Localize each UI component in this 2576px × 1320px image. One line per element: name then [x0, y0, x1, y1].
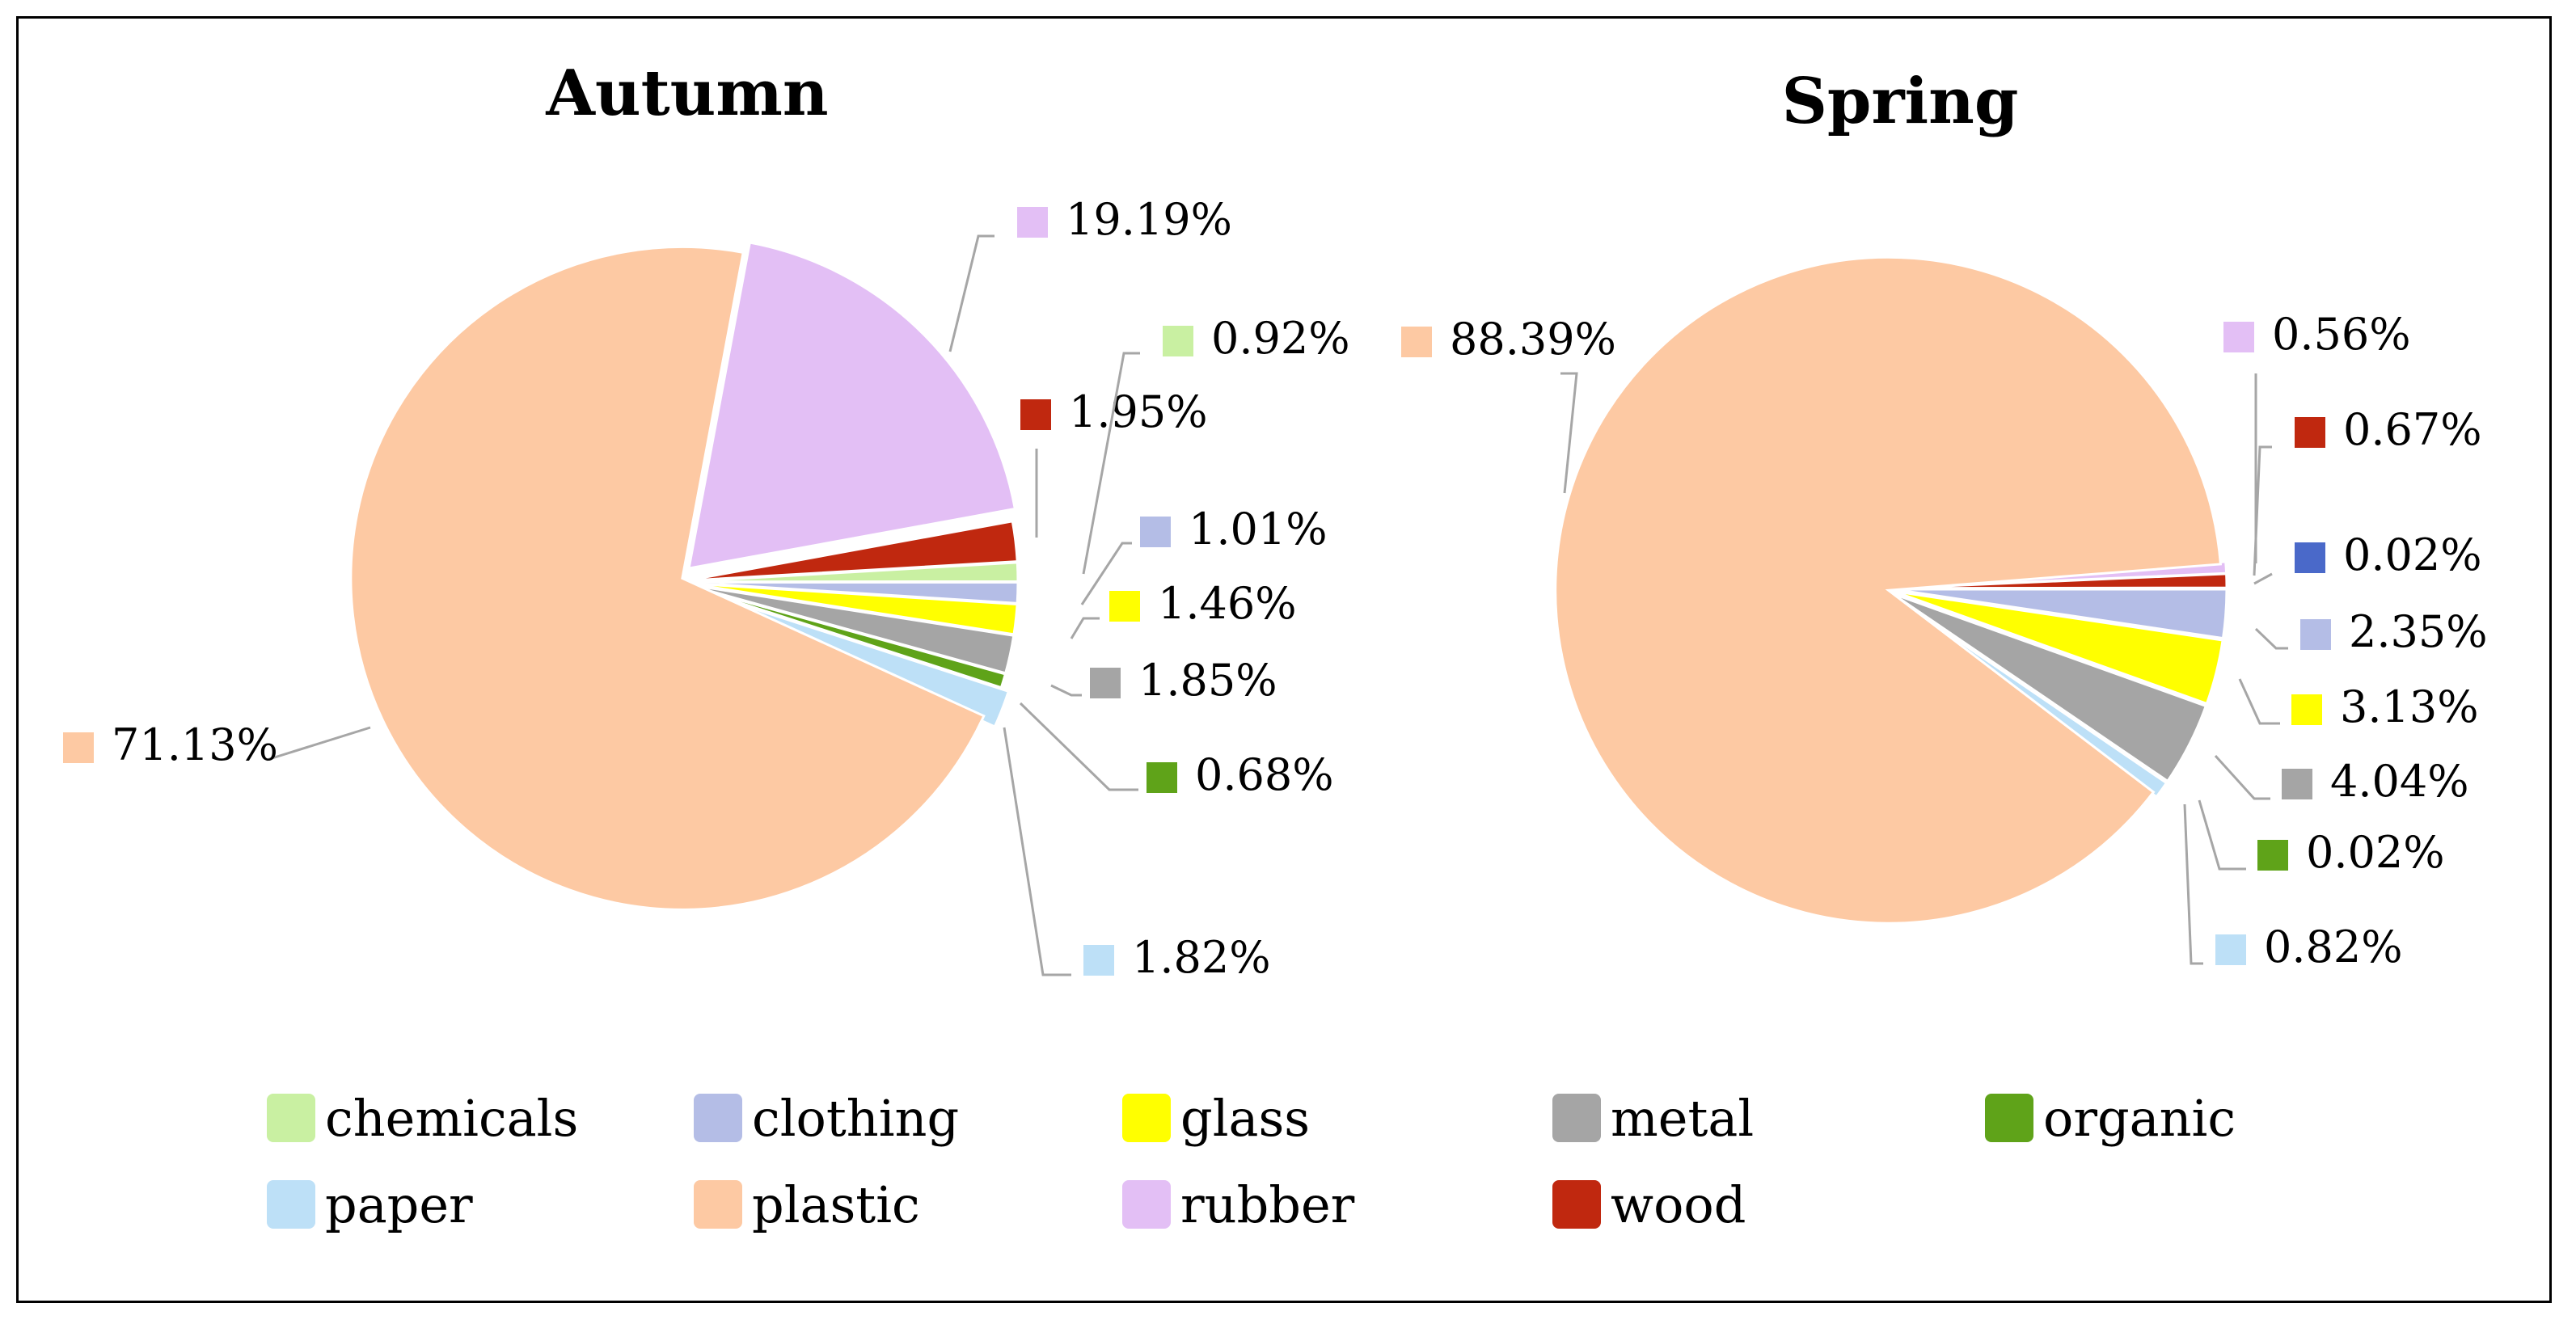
- data-label-paper: 1.82%: [1132, 932, 1271, 983]
- legend-swatch-metal: [1552, 1094, 1601, 1142]
- pie-slice-glass: [1893, 589, 2224, 706]
- legend-label-plastic: plastic: [752, 1175, 920, 1234]
- legend-swatch-plastic: [694, 1180, 742, 1229]
- pie-slice-organic: [685, 584, 1007, 690]
- leader-line-unknown-blue: [2253, 572, 2273, 585]
- label-key-clothing: [2300, 619, 2331, 650]
- pie-slice-clothing: [1893, 588, 2228, 640]
- spring-title: Spring: [1782, 65, 2019, 138]
- leader-line-plastic: [266, 726, 371, 761]
- data-label-metal: 1.85%: [1138, 655, 1277, 706]
- label-key-plastic: [63, 732, 94, 763]
- data-label-glass: 3.13%: [2340, 681, 2479, 732]
- label-key-chemicals: [1163, 326, 1193, 356]
- legend: chemicals clothing glass metal organic paper p…: [267, 1089, 2236, 1234]
- label-key-unknown-blue: [2295, 542, 2325, 573]
- leader-line-paper: [2183, 803, 2203, 965]
- data-label-glass: 1.46%: [1158, 578, 1297, 629]
- label-key-organic: [1147, 762, 1177, 793]
- label-key-glass: [1109, 591, 1140, 622]
- leader-line-glass: [1070, 617, 1100, 639]
- legend-label-rubber: rubber: [1180, 1175, 1355, 1234]
- data-label-wood: 1.95%: [1069, 386, 1208, 437]
- leader-line-metal: [1050, 684, 1082, 697]
- label-key-rubber: [2223, 322, 2254, 352]
- autumn-title: Autumn: [545, 57, 828, 130]
- data-label-clothing: 1.01%: [1189, 504, 1328, 555]
- data-label-metal: 4.04%: [2330, 756, 2469, 807]
- data-label-clothing: 2.35%: [2349, 606, 2488, 657]
- data-label-wood: 0.67%: [2343, 404, 2482, 455]
- data-label-plastic: 88.39%: [1450, 314, 1616, 365]
- pie-slice-plastic: [349, 245, 986, 911]
- label-key-plastic: [1401, 327, 1432, 357]
- leader-line-clothing: [1080, 542, 1132, 605]
- label-key-organic: [2257, 840, 2288, 871]
- pie-slice-plastic: [1554, 255, 2223, 925]
- legend-swatch-glass: [1122, 1094, 1171, 1142]
- legend-swatch-chemicals: [267, 1094, 315, 1142]
- label-key-paper: [2215, 934, 2246, 965]
- pie-slice-rubber: [687, 241, 1017, 570]
- leader-line-clothing: [2254, 627, 2288, 650]
- label-key-metal: [2282, 769, 2312, 799]
- legend-label-metal: metal: [1611, 1089, 1754, 1148]
- legend-label-paper: paper: [325, 1175, 473, 1234]
- legend-swatch-paper: [267, 1180, 315, 1229]
- pie-slice-metal: [1891, 592, 2208, 783]
- label-key-wood: [1020, 399, 1051, 430]
- data-label-rubber: 19.19%: [1066, 194, 1232, 245]
- data-label-unknown-blue: 0.02%: [2343, 529, 2482, 580]
- label-key-glass: [2291, 694, 2322, 725]
- legend-label-glass: glass: [1180, 1089, 1310, 1148]
- label-key-metal: [1090, 668, 1121, 698]
- leader-line-glass: [2238, 678, 2280, 725]
- leader-line-paper: [1003, 727, 1071, 976]
- legend-label-wood: wood: [1611, 1175, 1746, 1234]
- autumn-pie-chart: Autumn 71.13% 19.19% 1.95%0.92% 1.01% 1.46% 1…: [63, 57, 1350, 983]
- leader-line-metal: [2214, 754, 2270, 800]
- data-label-organic: 0.02%: [2306, 827, 2445, 878]
- label-key-rubber: [1017, 207, 1048, 238]
- data-label-rubber: 0.56%: [2272, 309, 2411, 360]
- legend-label-organic: organic: [2043, 1089, 2236, 1148]
- legend-swatch-rubber: [1122, 1180, 1171, 1229]
- label-key-wood: [2295, 417, 2325, 448]
- data-label-chemicals: 0.92%: [1211, 313, 1350, 364]
- legend-swatch-wood: [1552, 1180, 1601, 1229]
- label-key-clothing: [1140, 517, 1171, 547]
- leader-line-wood: [2253, 445, 2272, 576]
- leader-line-chemicals: [1082, 352, 1140, 575]
- leader-line-organic: [1019, 702, 1138, 791]
- leader-line-rubber: [948, 234, 995, 352]
- leader-line-plastic: [1560, 372, 1578, 494]
- legend-label-clothing: clothing: [752, 1089, 959, 1148]
- data-label-paper: 0.82%: [2264, 921, 2403, 972]
- legend-swatch-clothing: [694, 1094, 742, 1142]
- legend-label-chemicals: chemicals: [325, 1089, 578, 1148]
- leader-line-organic: [2198, 799, 2246, 871]
- data-label-plastic: 71.13%: [112, 719, 278, 770]
- spring-pie-chart: Spring 88.39% 0.56% 0.67% 0.02% 2.35% 3.13% 4.…: [1401, 65, 2488, 972]
- legend-swatch-organic: [1985, 1094, 2033, 1142]
- data-label-organic: 0.68%: [1195, 749, 1334, 800]
- label-key-paper: [1083, 945, 1114, 976]
